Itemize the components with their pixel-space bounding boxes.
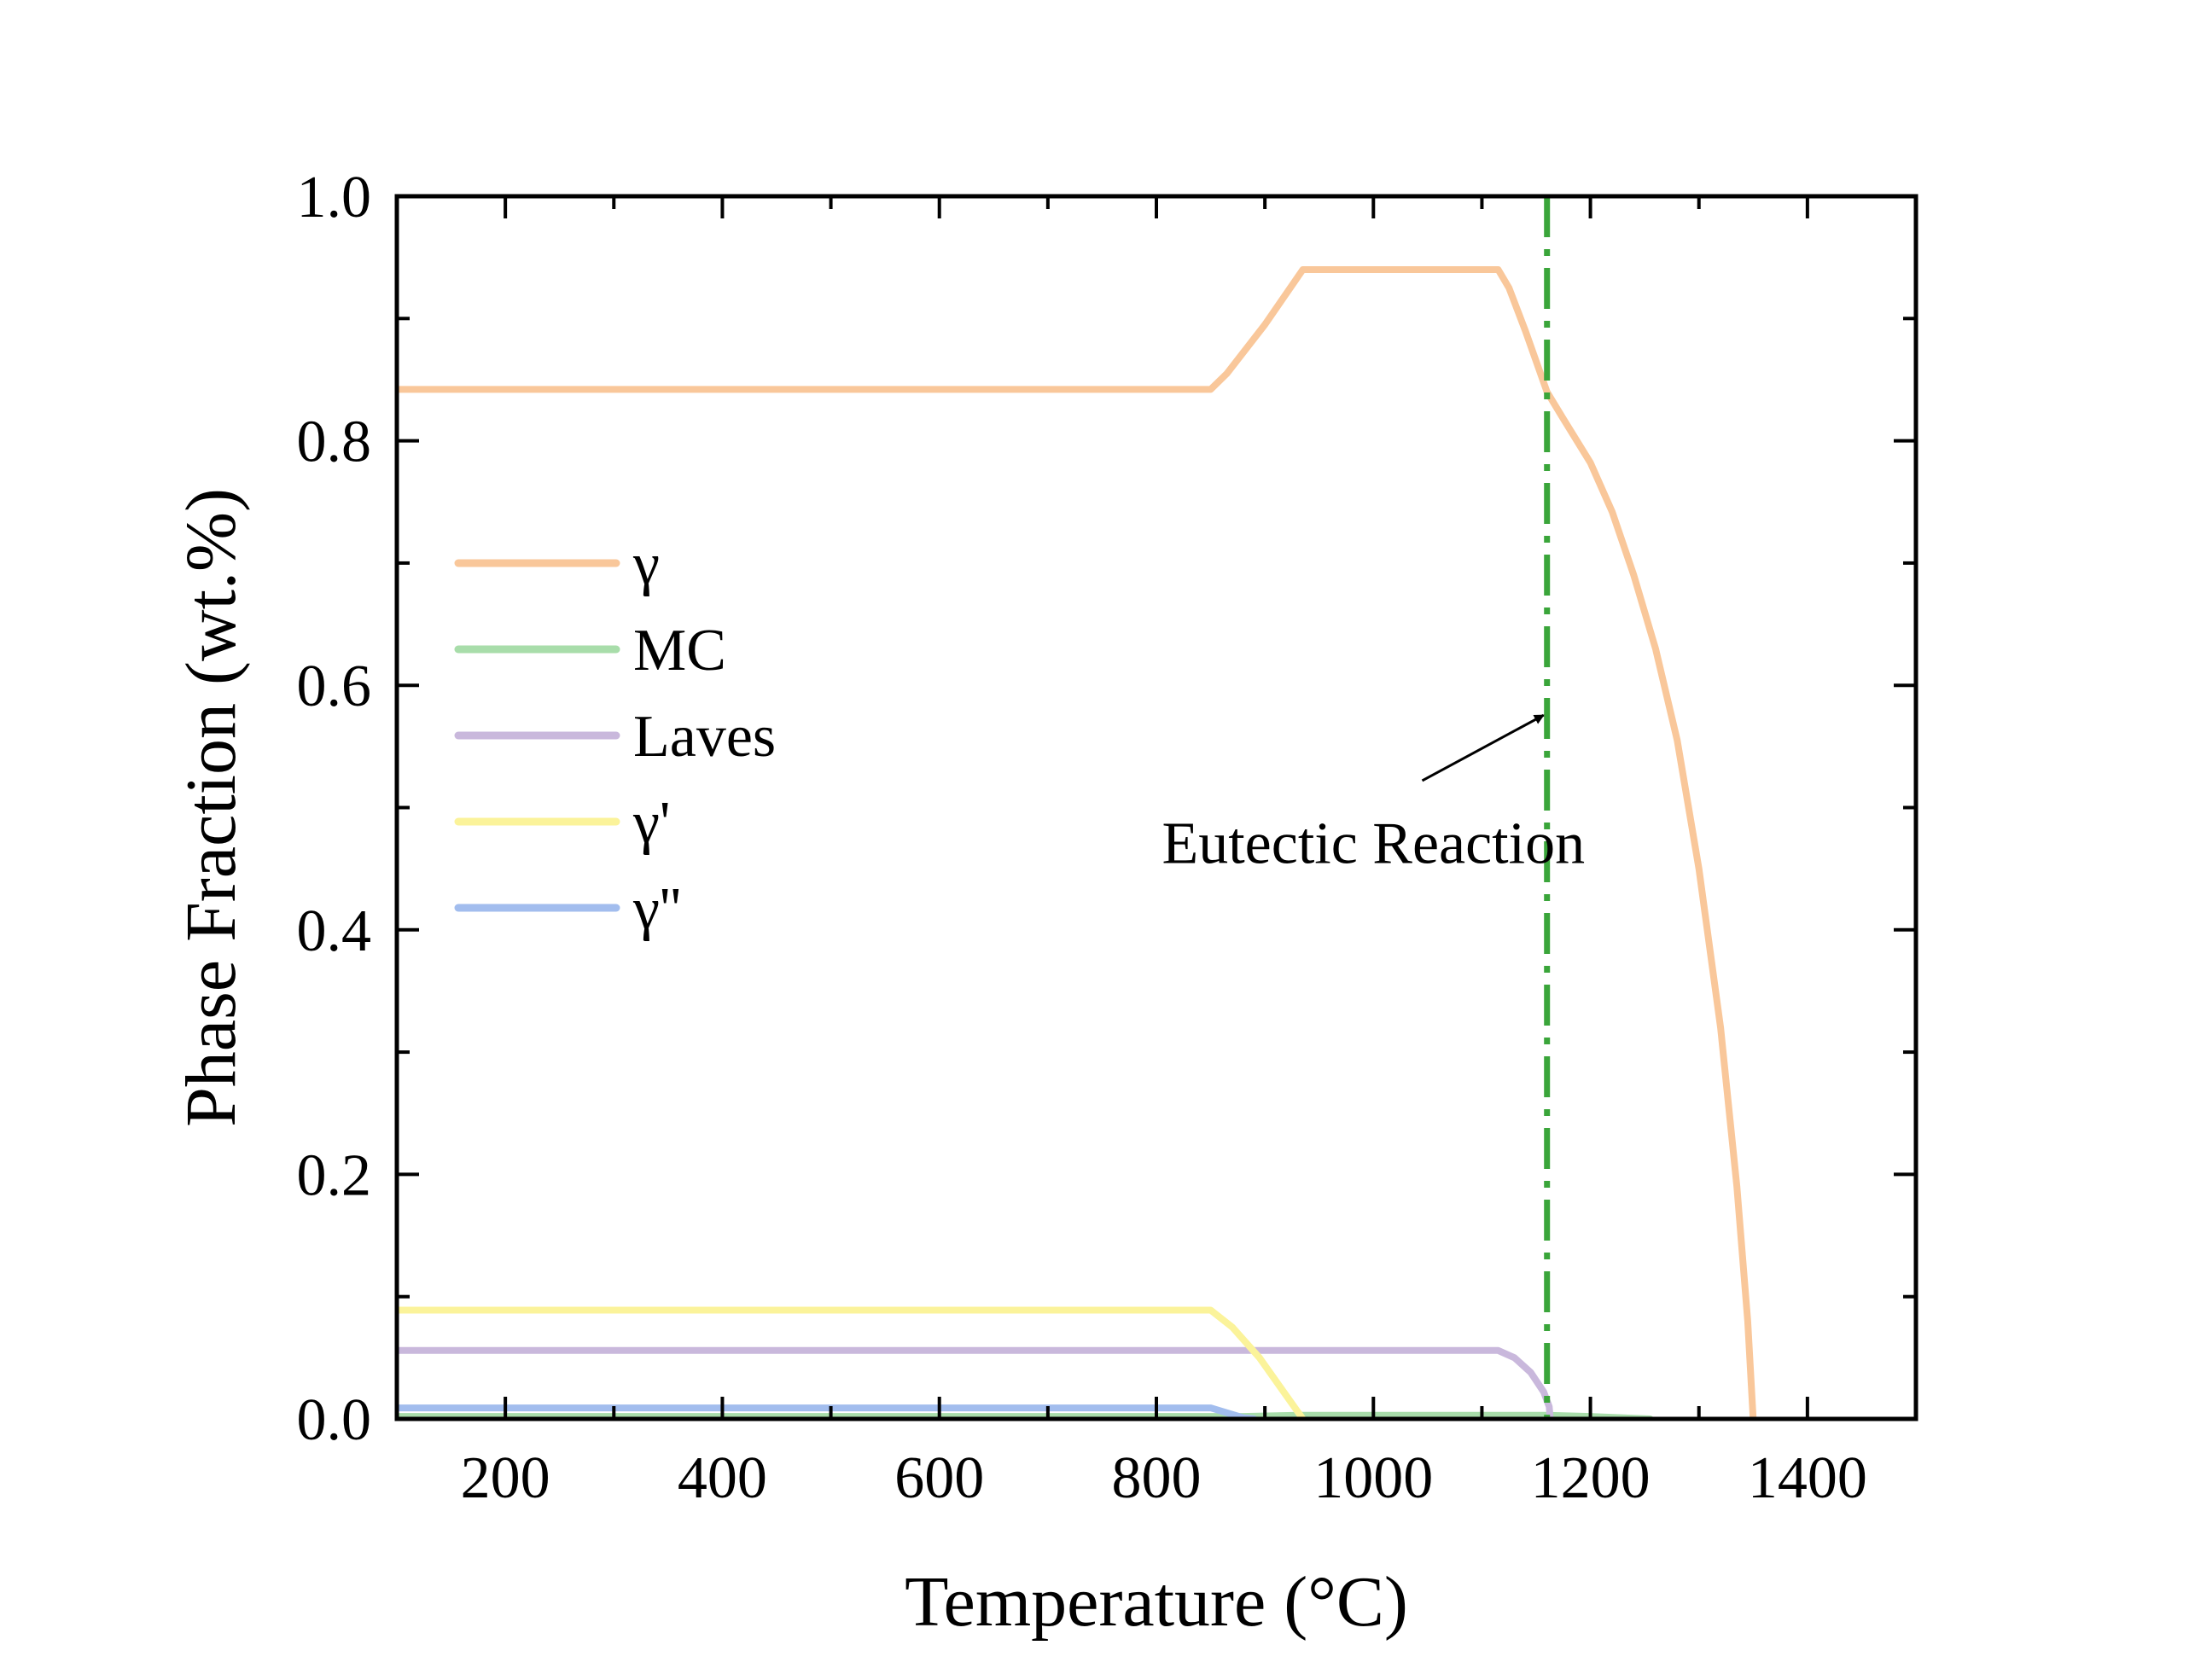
x-axis-title: Temperature (°C) [905,1562,1408,1642]
y-tick-label: 0.6 [297,654,372,719]
x-tick-label: 1200 [1531,1445,1651,1511]
annotation-label: Eutectic Reaction [1162,811,1585,876]
legend-label-3: γ' [632,790,671,856]
annotation-arrow [1421,713,1545,782]
x-tick-label: 1000 [1313,1445,1433,1511]
ticks [397,196,1916,1419]
legend-label-4: γ'' [632,876,681,942]
legend-label-2: Laves [633,704,776,770]
x-tick-label: 600 [894,1445,984,1511]
y-tick-label: 0.4 [297,898,372,964]
labels: 200 400 600 800 1000 1200 1400 0.0 0.2 0.4 0.6 0.8 1… [172,165,1867,1642]
y-tick-label: 0.0 [297,1387,372,1453]
annotation: Eutectic Reaction [1162,713,1585,876]
x-tick-label: 1400 [1748,1445,1867,1511]
legend-label-1: MC [633,618,726,683]
x-tick-label: 400 [678,1445,767,1511]
y-tick-label: 0.2 [297,1142,372,1208]
y-tick-label: 1.0 [297,165,372,230]
y-axis-title: Phase Fraction (wt.%) [172,488,251,1127]
legend-label-0: γ [632,532,660,597]
series-line-2 [397,1346,1554,1419]
series-line-3 [397,1306,1307,1419]
plot-lines [397,196,1757,1419]
x-tick-label: 800 [1112,1445,1202,1511]
legend: γ MC Laves γ' γ'' [454,532,776,942]
y-tick-label: 0.8 [297,410,372,475]
series-line-0 [397,266,1757,1419]
x-tick-label: 200 [461,1445,550,1511]
